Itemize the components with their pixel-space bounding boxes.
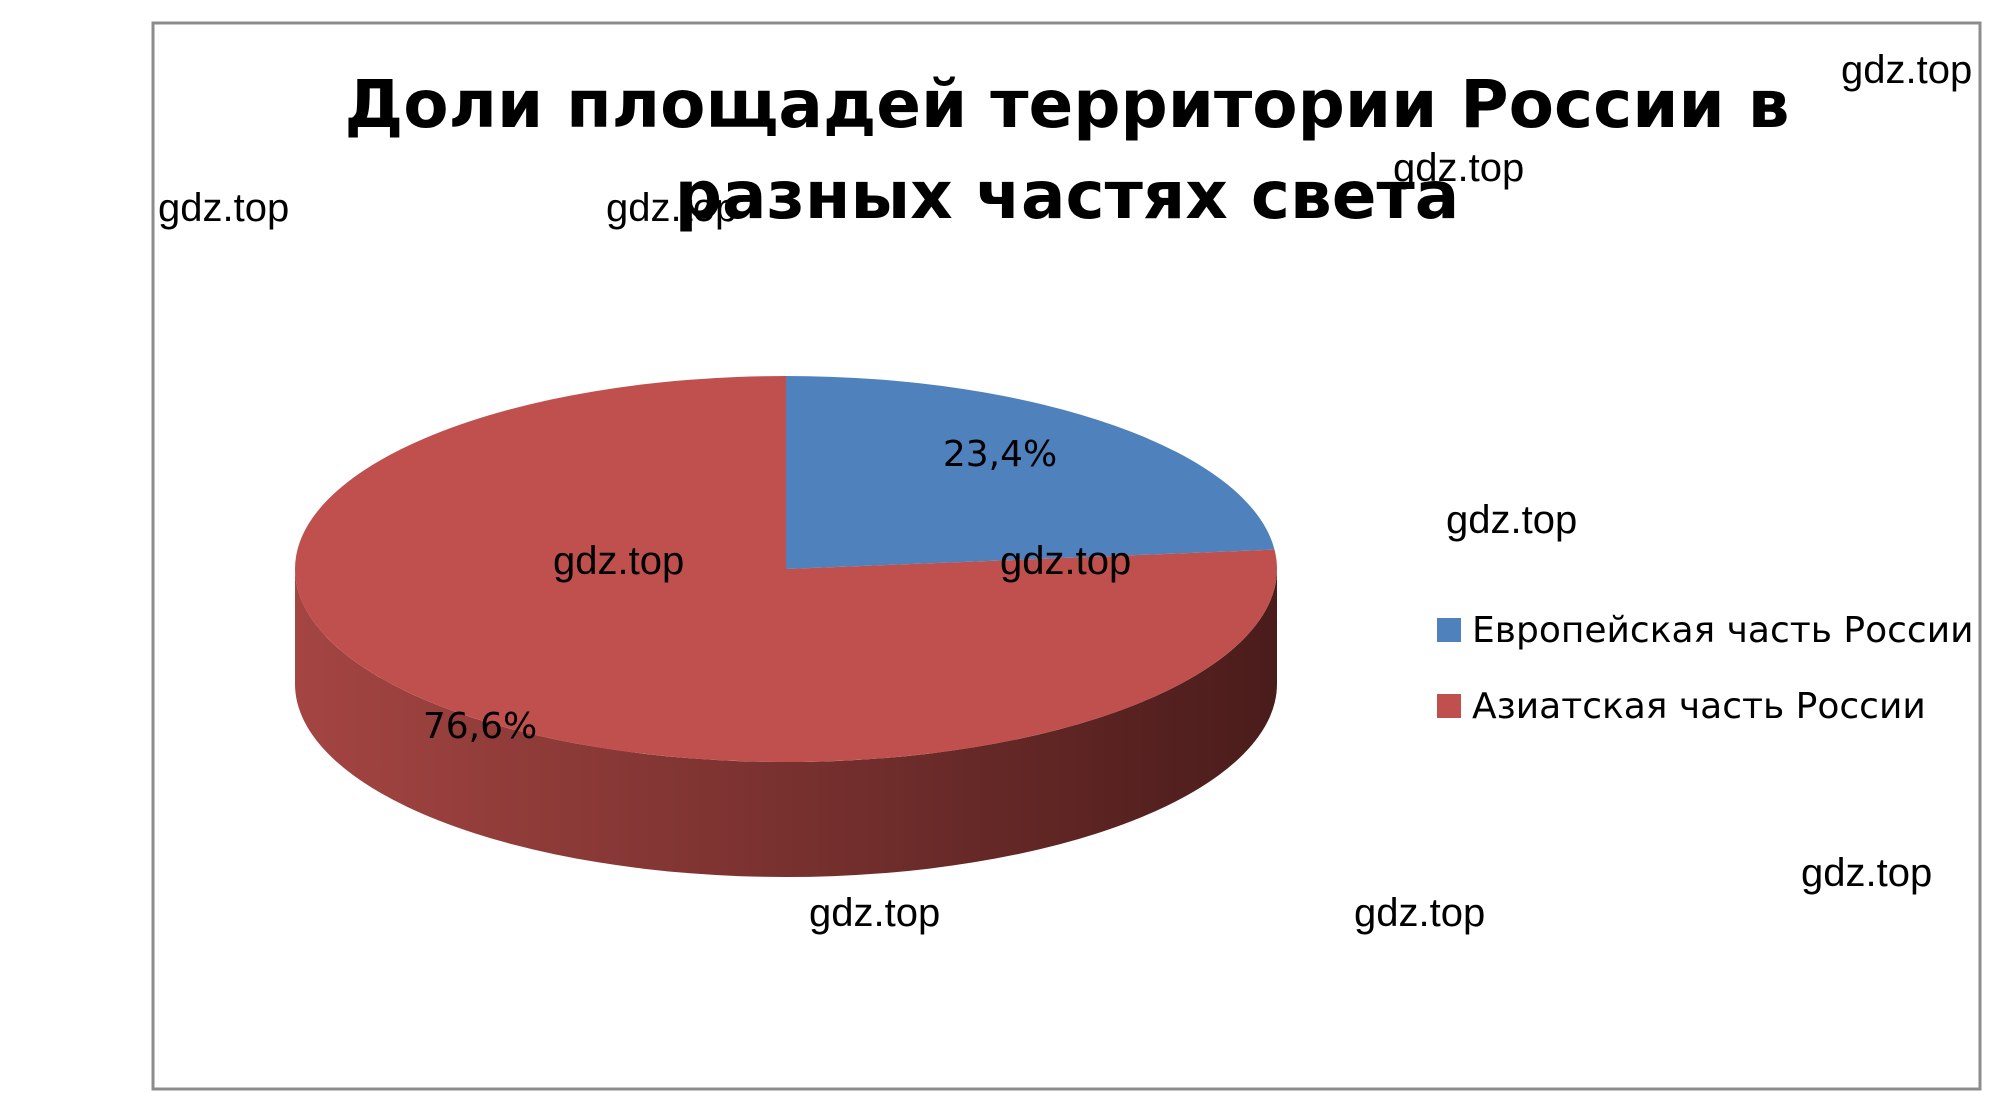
watermark: gdz.top [1000, 539, 1132, 583]
legend-label-asian: Азиатская часть России [1472, 686, 1926, 727]
watermark: gdz.top [606, 186, 738, 230]
pie-plot [294, 376, 1277, 877]
chart-title-line-2: разных частях света [675, 157, 1460, 234]
data-label-asian: 76,6% [423, 706, 537, 747]
legend-swatch-european [1437, 618, 1461, 642]
legend: Европейская часть России Азиатская часть… [1437, 610, 1974, 727]
legend-label-european: Европейская часть России [1472, 610, 1974, 651]
watermark: gdz.top [1801, 851, 1933, 895]
watermark: gdz.top [158, 186, 290, 230]
watermark: gdz.top [1841, 48, 1973, 92]
data-label-european: 23,4% [943, 434, 1057, 475]
watermark: gdz.top [1354, 891, 1486, 935]
watermark: gdz.top [1393, 146, 1525, 190]
pie-slice-asian [294, 376, 1277, 762]
legend-swatch-asian [1437, 694, 1461, 718]
watermark: gdz.top [553, 539, 685, 583]
chart-title-line-1: Доли площадей территории России в [344, 66, 1789, 143]
watermark: gdz.top [809, 891, 941, 935]
pie-slice-european [786, 376, 1275, 569]
pie-side-wall [295, 569, 1277, 877]
watermark: gdz.top [1446, 498, 1578, 542]
